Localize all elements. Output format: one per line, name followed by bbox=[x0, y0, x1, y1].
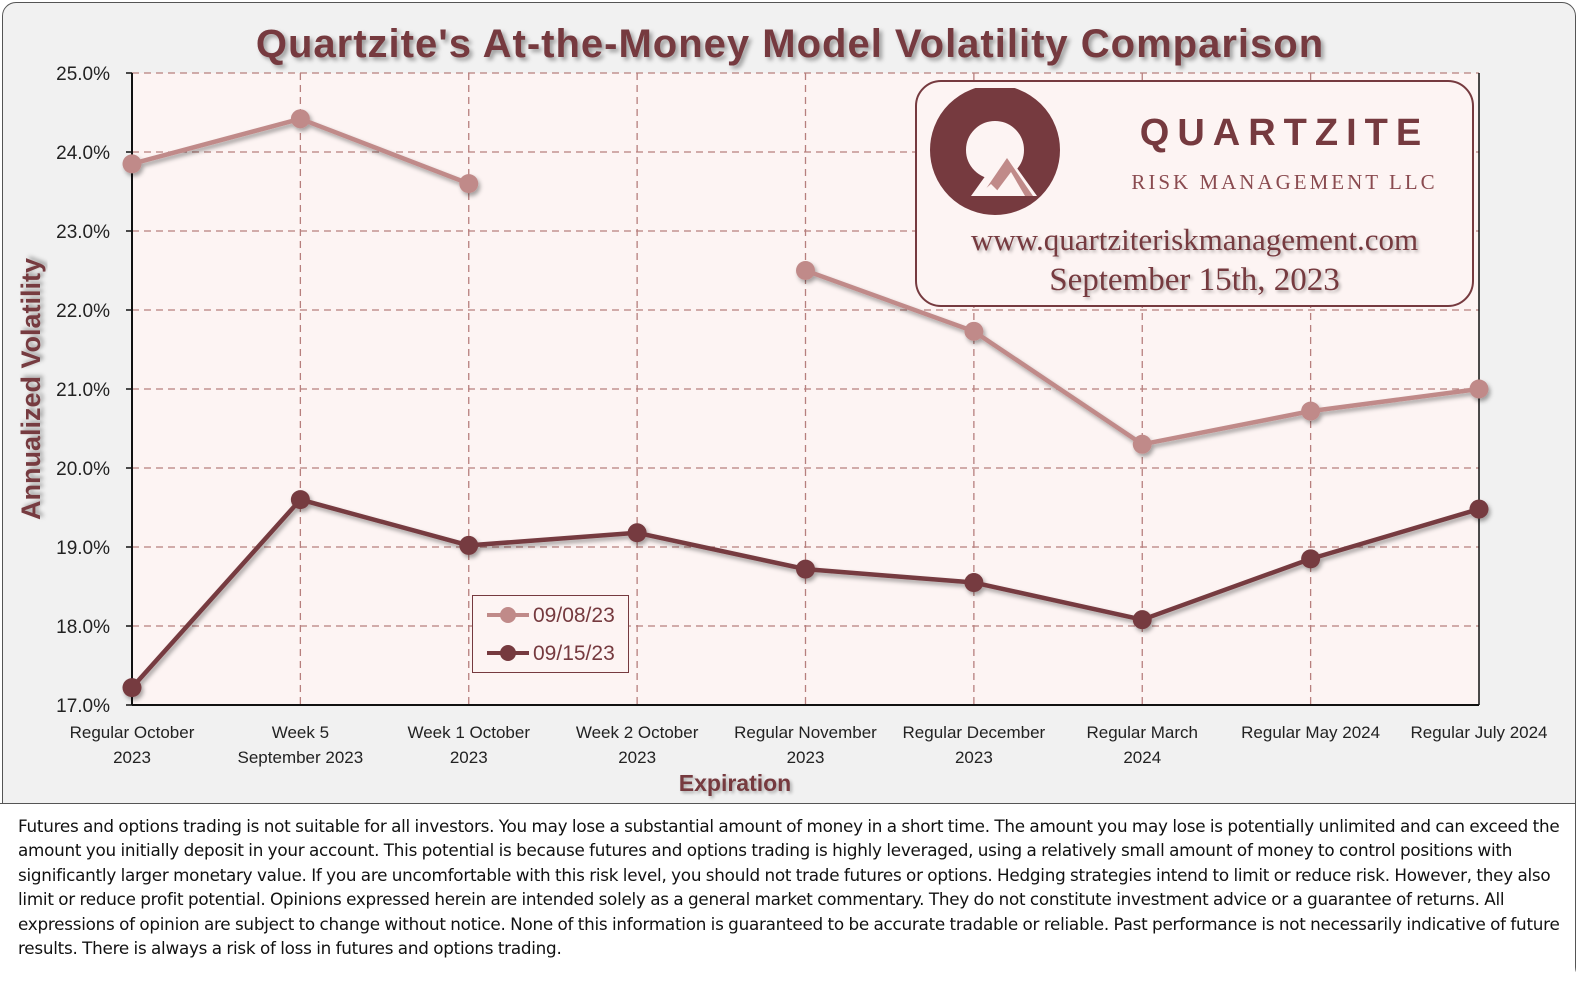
x-tick-label: Regular May 2024 bbox=[1241, 723, 1380, 742]
x-tick-line: Regular May 2024 bbox=[1241, 723, 1380, 742]
x-tick-label: Regular November 2023 bbox=[734, 723, 877, 767]
series-09/15/23 bbox=[122, 490, 1489, 698]
chart-title: Quartzite's At-the-Money Model Volatilit… bbox=[255, 22, 1325, 66]
data-point bbox=[290, 490, 310, 510]
x-tick-label: Week 2 October 2023 bbox=[576, 723, 699, 767]
y-tick-label: 19.0% bbox=[56, 538, 110, 559]
series-09/08/23 bbox=[122, 109, 1489, 454]
report-date: September 15th, 2023 bbox=[1049, 262, 1340, 298]
legend-item: 09/08/23 bbox=[479, 600, 624, 630]
data-point bbox=[459, 535, 479, 555]
y-tick-label: 18.0% bbox=[56, 617, 110, 638]
x-axis-label: Expiration bbox=[678, 770, 792, 796]
data-point bbox=[290, 109, 310, 129]
data-point bbox=[964, 321, 984, 341]
data-point bbox=[1469, 379, 1489, 399]
x-tick-label: Regular October 2023 bbox=[70, 723, 195, 767]
chart-legend: 09/08/23 09/15/23 bbox=[472, 595, 629, 673]
x-tick-label: Regular March 2024 bbox=[1087, 723, 1199, 767]
website-url[interactable]: www.quartziteriskmanagement.com bbox=[970, 222, 1419, 257]
data-point bbox=[122, 678, 142, 698]
data-point bbox=[1301, 549, 1321, 569]
x-tick-line: Week 5 bbox=[272, 723, 329, 742]
legend-swatch-0908-icon bbox=[487, 607, 529, 623]
disclaimer-panel: Futures and options trading is not suita… bbox=[0, 803, 1575, 982]
disclaimer-text: Futures and options trading is not suita… bbox=[18, 816, 1560, 959]
x-tick-line: 2023 bbox=[618, 748, 656, 767]
y-tick-label: 25.0% bbox=[56, 64, 110, 85]
y-tick-label: 20.0% bbox=[56, 459, 110, 480]
series bbox=[122, 109, 1489, 698]
legend-label: 09/08/23 bbox=[533, 604, 615, 627]
data-point bbox=[964, 573, 984, 593]
x-tick-label: Regular December 2023 bbox=[903, 723, 1046, 767]
legend-item: 09/15/23 bbox=[479, 638, 624, 668]
x-tick-line: Regular December bbox=[903, 723, 1046, 742]
x-tick-line: Week 1 October bbox=[407, 723, 530, 742]
x-tick-line: 2024 bbox=[1123, 748, 1161, 767]
y-tick-label: 21.0% bbox=[56, 380, 110, 401]
x-tick-line: Regular November bbox=[734, 723, 877, 742]
x-tick-line: September 2023 bbox=[238, 748, 364, 767]
y-tick-labels: 25.0% 24.0% 23.0% 22.0% 21.0% 20.0% 19.0% 18.0%… bbox=[56, 64, 110, 717]
logo-box: QUARTZITE RISK MANAGEMENT LLC www.quartz… bbox=[915, 80, 1474, 307]
quartzite-logo-icon bbox=[930, 88, 1060, 215]
data-point bbox=[627, 523, 647, 543]
data-point bbox=[1301, 401, 1321, 421]
legend-swatch-0915-icon bbox=[487, 645, 529, 661]
data-point bbox=[796, 261, 815, 280]
y-axis-label: Annualized Volatility bbox=[16, 258, 46, 520]
y-tick-label: 17.0% bbox=[56, 696, 110, 717]
y-tick-label: 22.0% bbox=[56, 301, 110, 322]
data-point bbox=[459, 174, 479, 194]
x-tick-line: Regular October bbox=[70, 723, 195, 742]
data-point bbox=[1469, 499, 1489, 519]
x-tick-label: Week 5 September 2023 bbox=[238, 723, 364, 767]
legend-label: 09/15/23 bbox=[533, 642, 615, 665]
x-tick-line: 2023 bbox=[113, 748, 151, 767]
x-tick-line: Week 2 October bbox=[576, 723, 699, 742]
data-point bbox=[1132, 610, 1152, 630]
x-tick-line: 2023 bbox=[787, 748, 825, 767]
x-tick-line: 2023 bbox=[450, 748, 488, 767]
x-tick-label: Regular July 2024 bbox=[1410, 723, 1547, 742]
data-point bbox=[122, 154, 142, 174]
data-point bbox=[1132, 434, 1152, 454]
logo-company-name: QUARTZITE bbox=[1139, 112, 1430, 154]
data-point bbox=[796, 559, 815, 579]
y-tick-label: 23.0% bbox=[56, 222, 110, 243]
x-tick-line: 2023 bbox=[955, 748, 993, 767]
x-tick-line: Regular March bbox=[1087, 723, 1199, 742]
x-tick-line: Regular July 2024 bbox=[1410, 723, 1547, 742]
y-tick-label: 24.0% bbox=[56, 143, 110, 164]
x-tick-label: Week 1 October 2023 bbox=[407, 723, 530, 767]
logo-company-subtitle: RISK MANAGEMENT LLC bbox=[1131, 170, 1438, 194]
